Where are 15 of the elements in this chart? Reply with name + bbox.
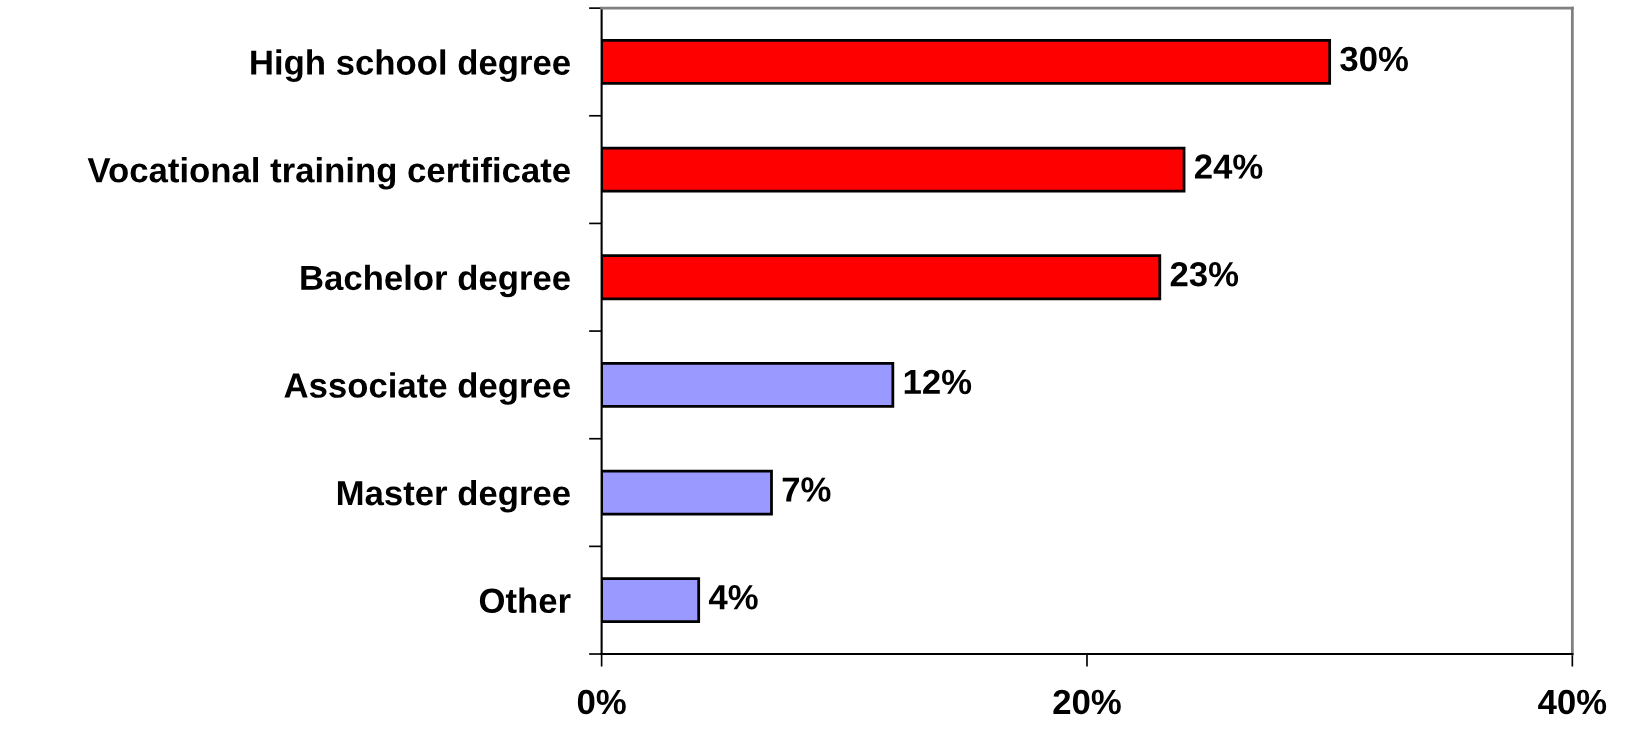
y-tick-label: Bachelor degree xyxy=(301,264,570,298)
y-tick-label: Other xyxy=(479,587,571,614)
y-tick-label: Associate degree xyxy=(284,372,570,405)
x-tick-label: 40% xyxy=(1538,689,1607,715)
data-label: 30% xyxy=(1340,46,1408,72)
x-tick-label: 20% xyxy=(1053,689,1121,715)
data-label: 23% xyxy=(1170,261,1239,287)
y-tick-label: High school degree xyxy=(251,49,570,82)
y-tick-label: Master degree xyxy=(337,479,570,513)
data-label: 12% xyxy=(904,369,972,395)
data-label: 7% xyxy=(782,477,831,502)
data-label: 4% xyxy=(708,585,758,610)
y-tick-label: Vocational training certificate xyxy=(87,157,570,190)
x-tick-label: 0% xyxy=(577,689,626,715)
data-label: 24% xyxy=(1194,154,1263,179)
